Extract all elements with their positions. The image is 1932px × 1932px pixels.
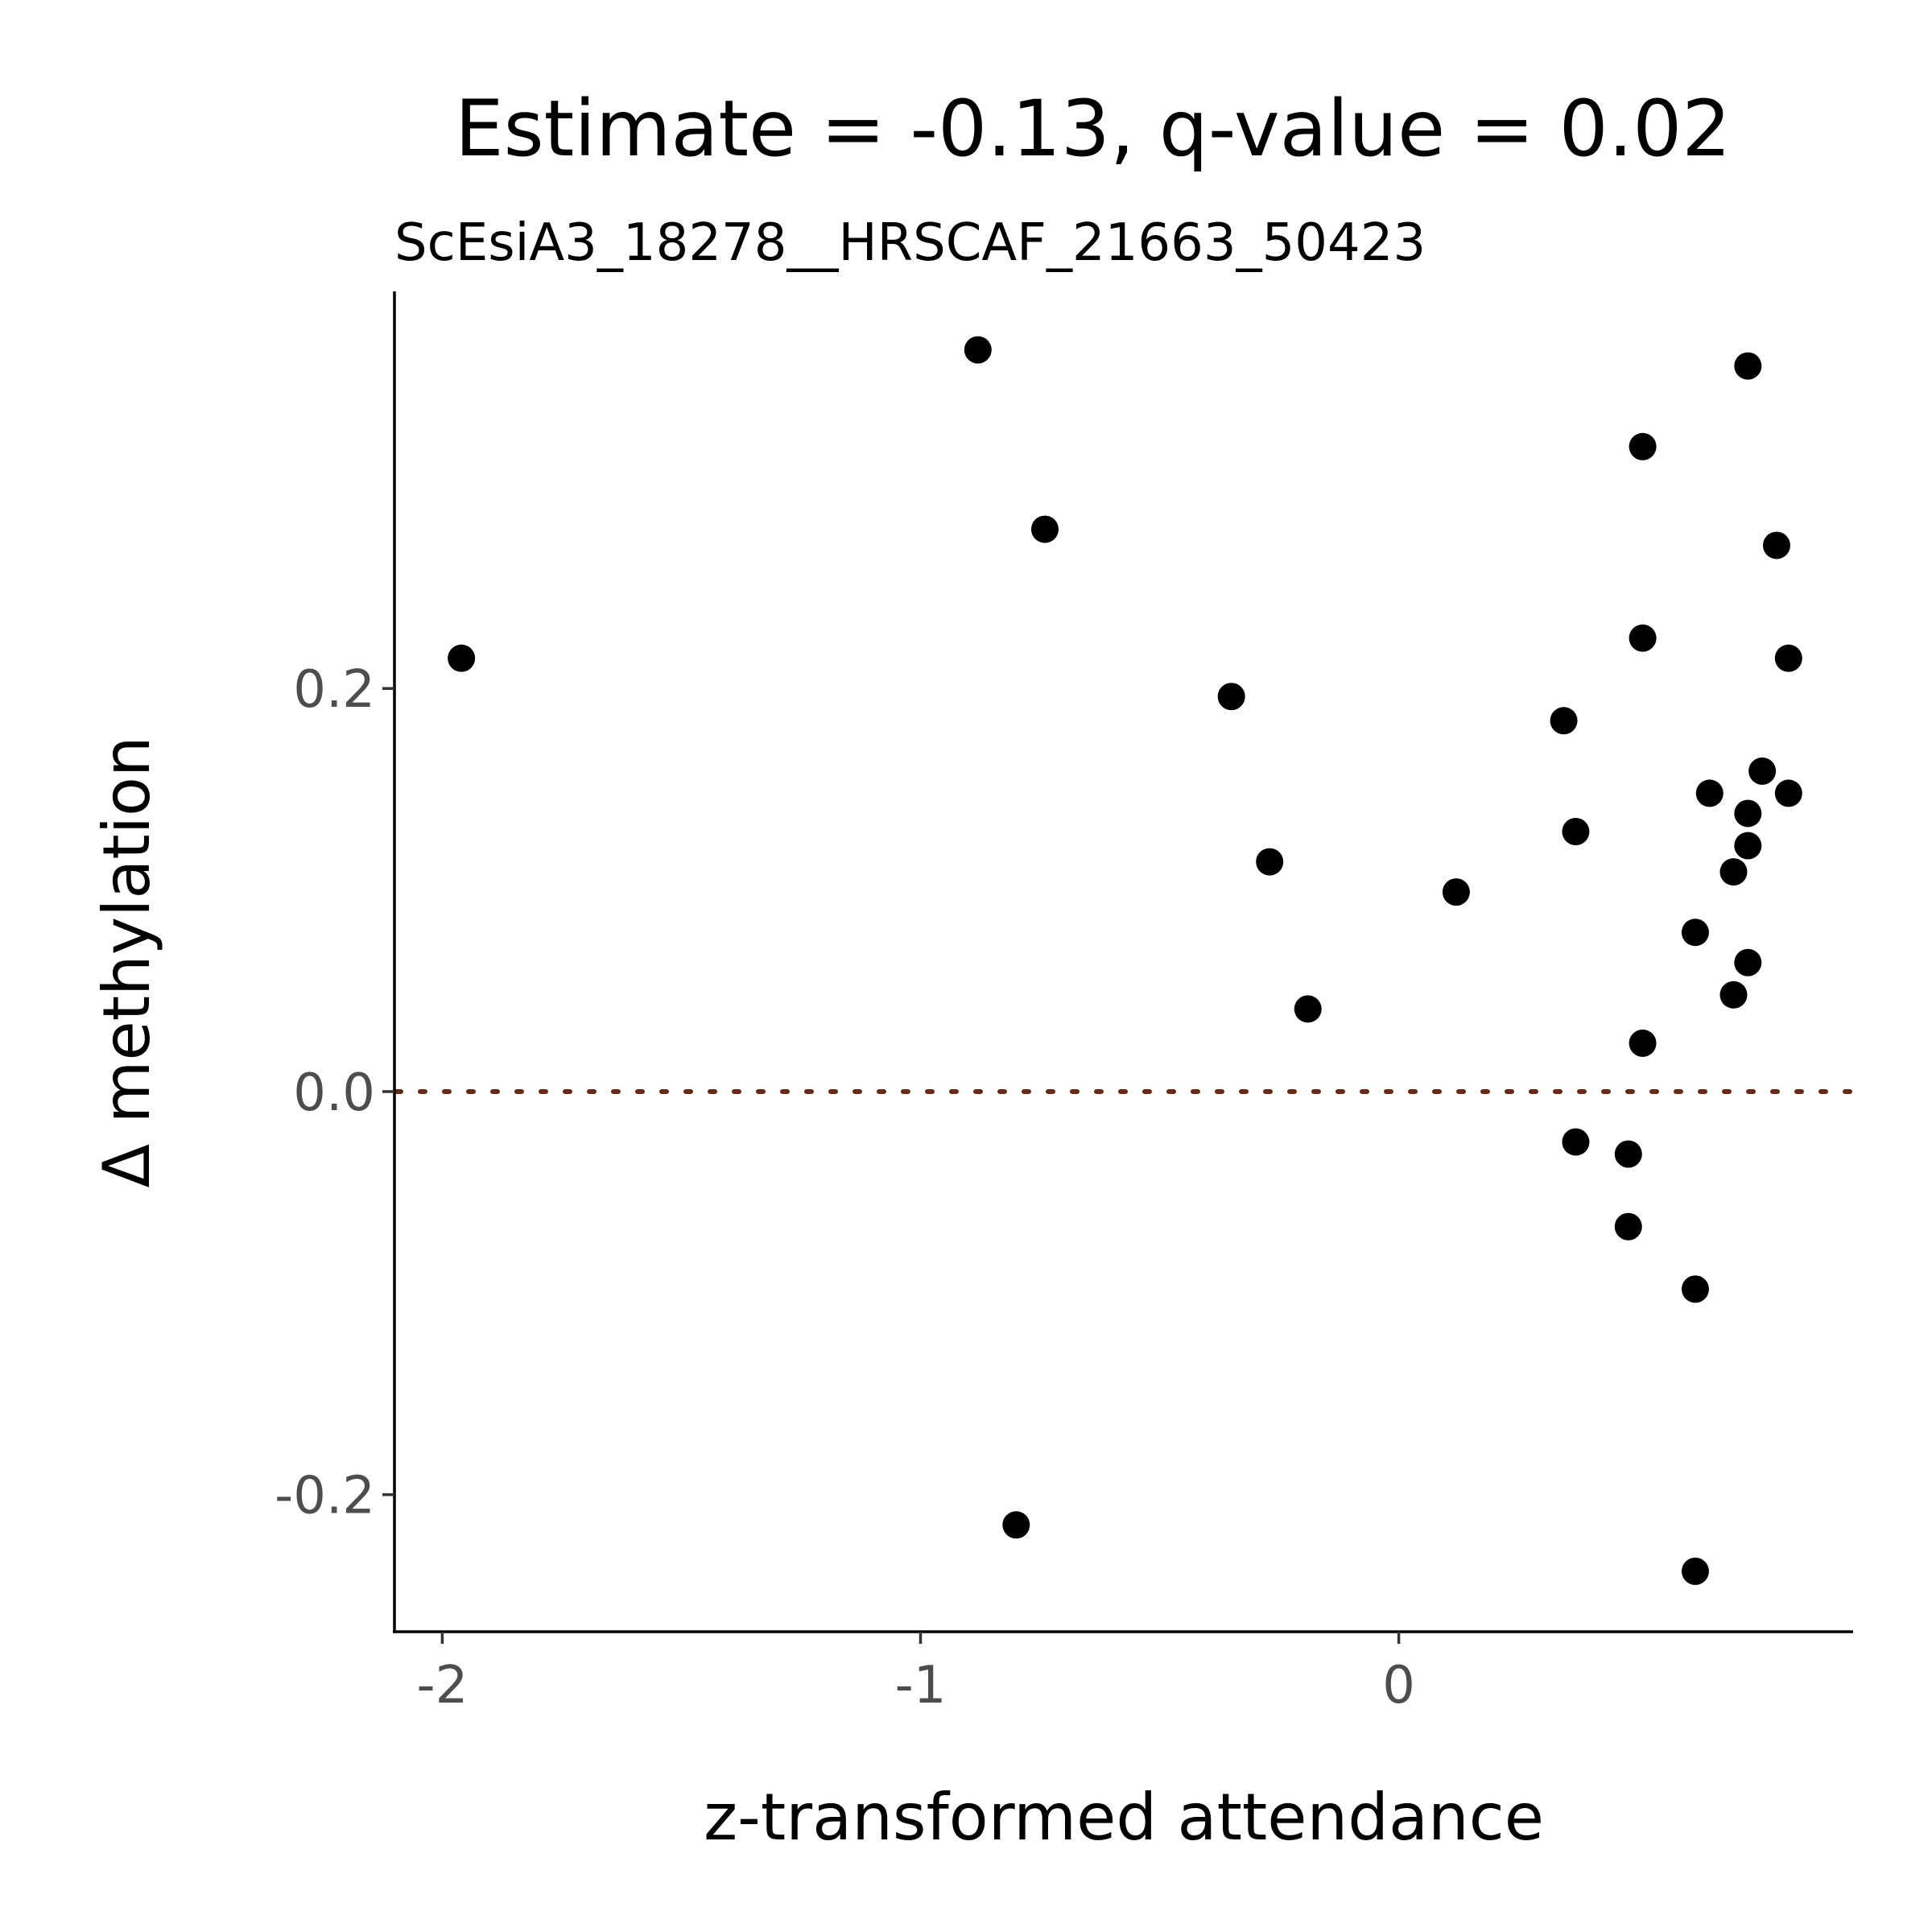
data-point-19 (1681, 1557, 1709, 1585)
chart-title: Estimate = -0.13, q-value = 0.02 (455, 84, 1731, 174)
data-point-29 (1774, 644, 1802, 672)
y-tick-label: -0.2 (275, 1467, 375, 1526)
data-point-12 (1614, 1140, 1642, 1168)
data-point-10 (1562, 818, 1590, 846)
data-point-8 (1442, 878, 1470, 906)
data-point-18 (1681, 1275, 1709, 1303)
data-point-22 (1719, 980, 1748, 1009)
x-axis-title: z-transformed attendance (704, 1780, 1544, 1855)
data-point-25 (1734, 832, 1762, 860)
data-point-7 (1294, 995, 1322, 1023)
data-point-20 (1695, 779, 1724, 807)
data-point-11 (1562, 1128, 1590, 1156)
data-point-4 (1002, 1511, 1030, 1539)
y-tick-label: 0.0 (293, 1063, 375, 1123)
y-axis-ticks: -0.2 0.0 0.2 (275, 660, 394, 1526)
x-tick-label: -1 (895, 1656, 947, 1715)
data-point-27 (1748, 757, 1777, 785)
data-point-14 (1629, 432, 1657, 460)
data-point-15 (1629, 624, 1657, 652)
data-point-6 (1256, 848, 1284, 876)
x-tick-label: -2 (417, 1656, 469, 1715)
data-point-21 (1719, 858, 1748, 886)
y-tick-label: 0.2 (293, 660, 375, 720)
chart-subtitle: ScEsiA3_18278__HRSCAF_21663_50423 (394, 213, 1426, 273)
data-point-26 (1734, 948, 1762, 976)
data-point-28 (1762, 531, 1790, 559)
data-point-3 (1030, 515, 1059, 543)
data-point-30 (1774, 779, 1802, 807)
x-tick-label: 0 (1382, 1656, 1415, 1715)
data-point-17 (1681, 919, 1709, 947)
data-point-13 (1614, 1212, 1642, 1241)
data-point-1 (448, 644, 476, 672)
data-point-9 (1550, 707, 1578, 735)
data-point-5 (1217, 683, 1245, 711)
x-axis-ticks: -2 -1 0 (417, 1632, 1415, 1715)
data-point-24 (1734, 799, 1762, 828)
data-point-16 (1629, 1029, 1657, 1057)
data-point-23 (1734, 352, 1762, 380)
data-point-2 (964, 336, 992, 364)
data-points (448, 336, 1802, 1585)
y-axis-title: Δ methylation (89, 736, 164, 1187)
